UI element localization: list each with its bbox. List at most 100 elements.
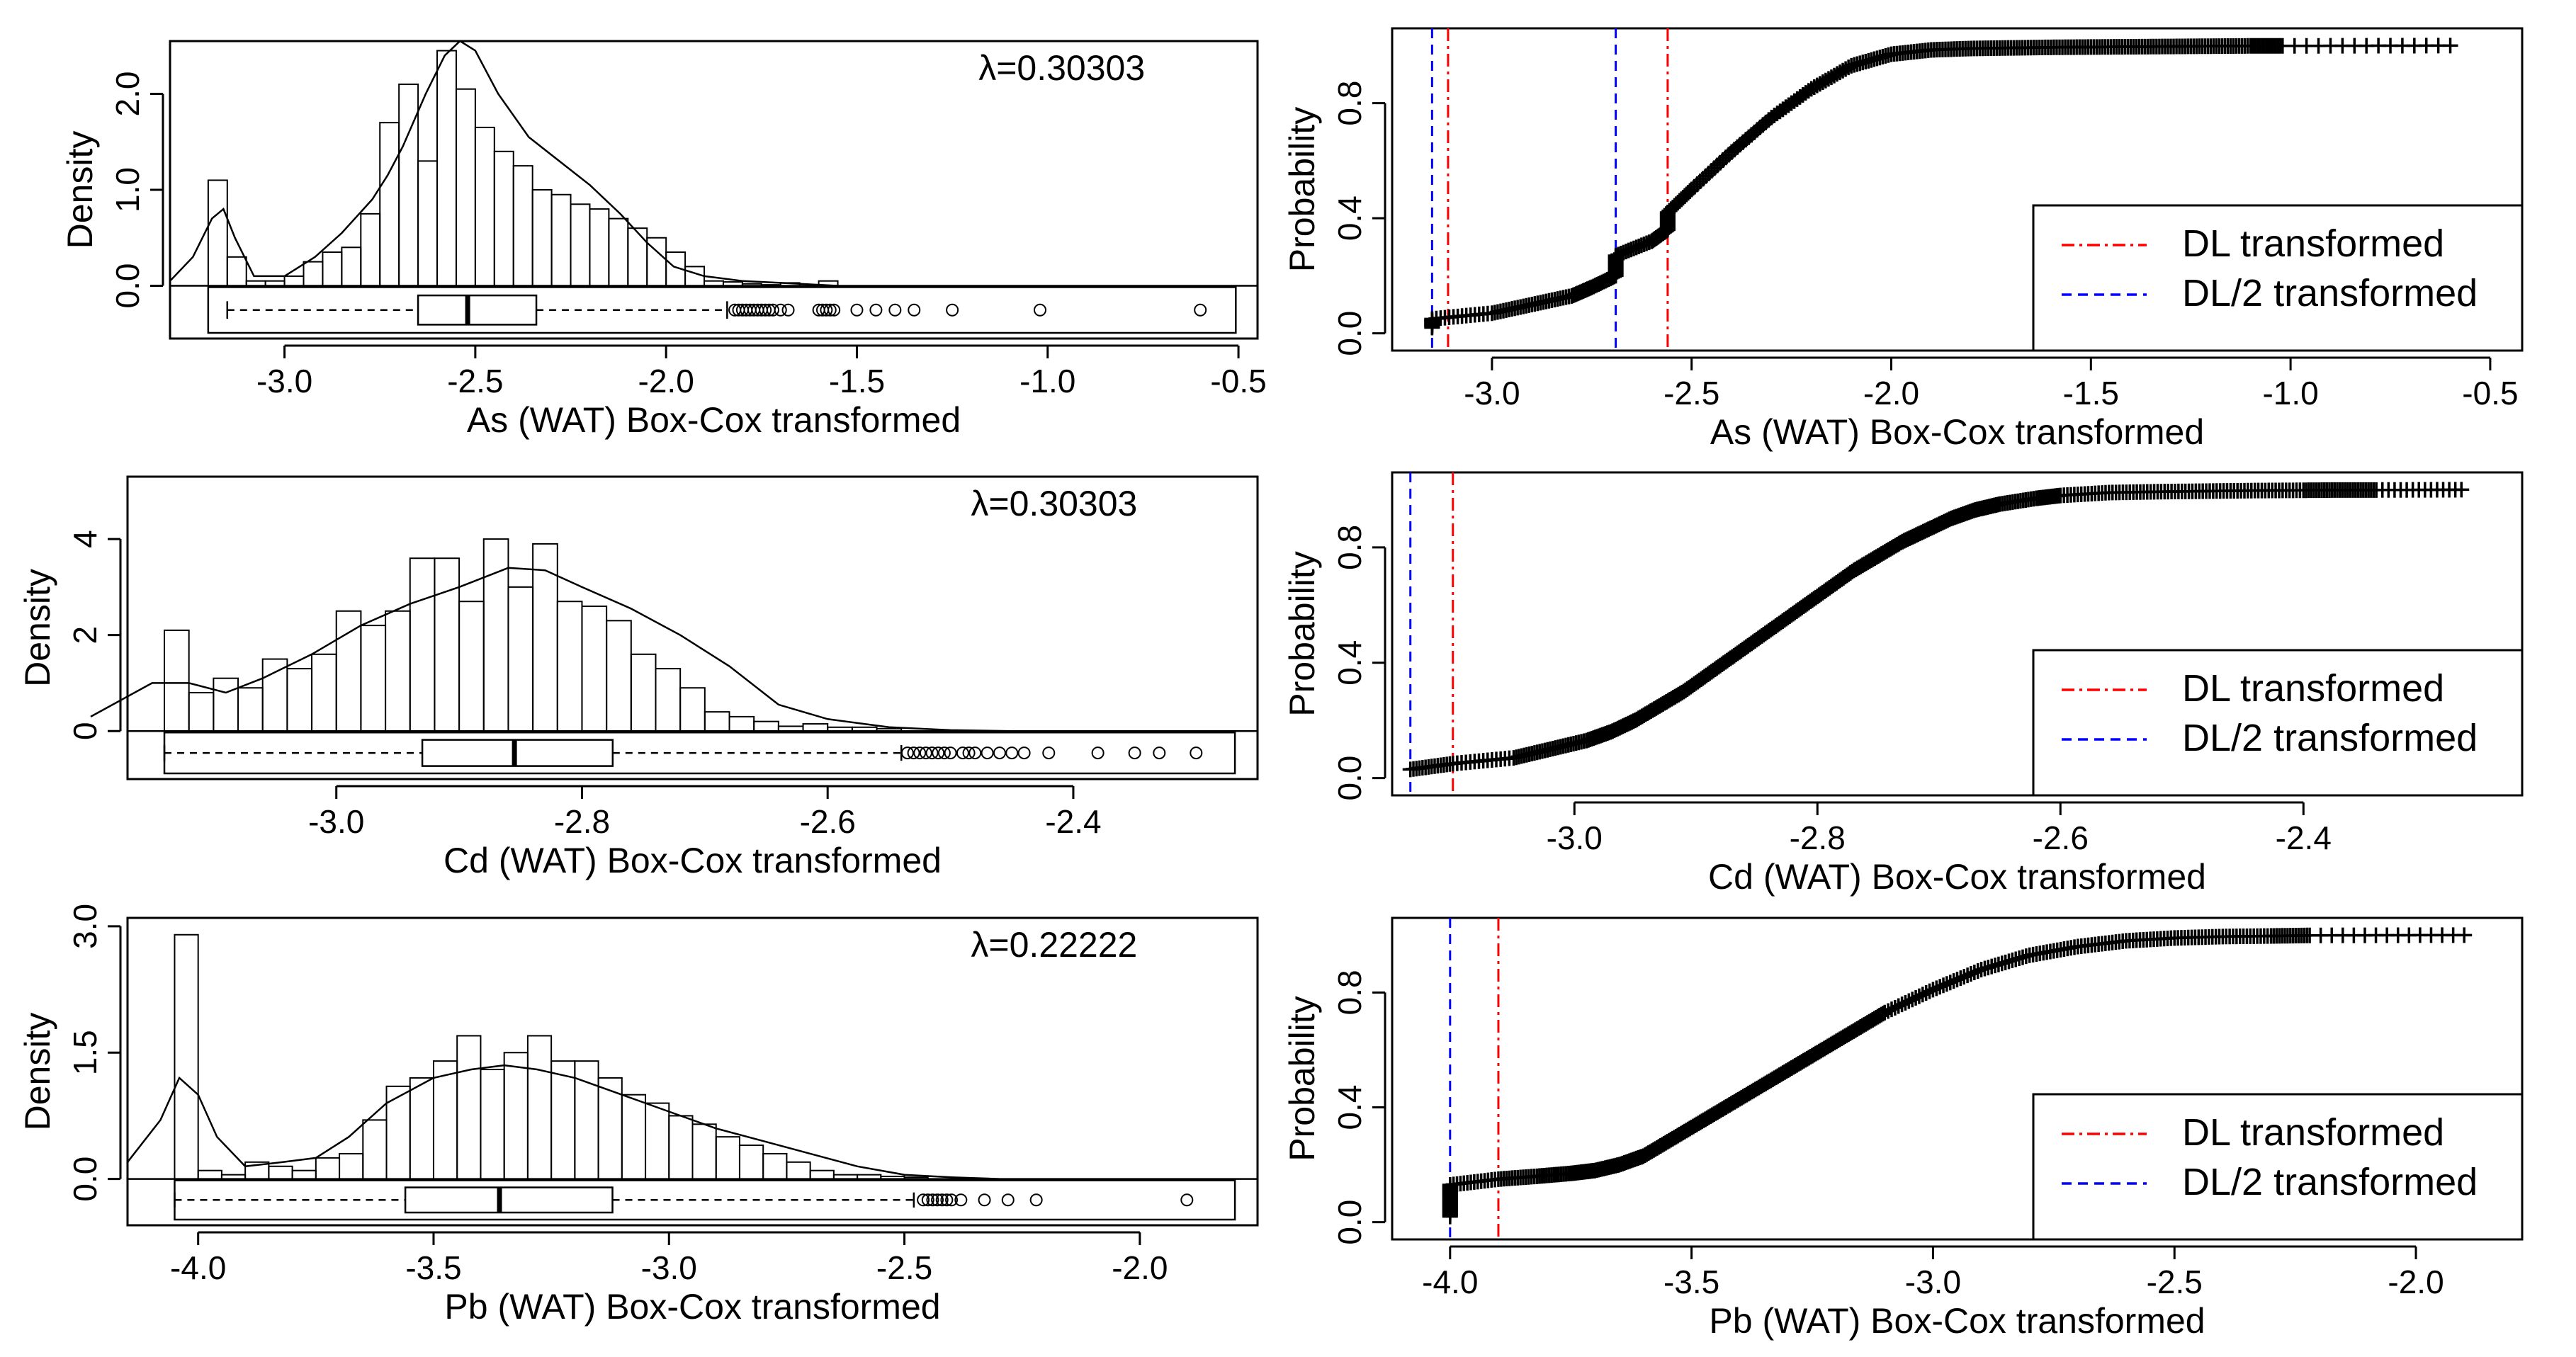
boxplot-outlier xyxy=(1194,303,1207,317)
x-tick-label: -3.5 xyxy=(1663,1264,1719,1300)
boxplot-outlier xyxy=(956,746,969,760)
panel-as-hist: -3.0 -2.5 -2.0 -1.5 -1.0 -0.5 As (WAT) Box-Cox… xyxy=(60,40,1267,440)
boxplot-outlier xyxy=(888,303,902,317)
y-tick-label: 0.0 xyxy=(1331,756,1368,801)
boxplot-outlier xyxy=(978,1193,991,1207)
boxplot-outlier xyxy=(827,303,841,317)
cdf-point xyxy=(1956,969,1972,985)
histogram-bar xyxy=(493,150,514,287)
boxplot-outlier xyxy=(937,746,951,760)
histogram-bar xyxy=(608,217,629,287)
histogram-bar xyxy=(261,658,288,732)
histogram-bar xyxy=(213,677,239,732)
cdf-point xyxy=(1887,999,1903,1016)
boxplot-outlier xyxy=(962,746,976,760)
boxplot-outlier xyxy=(968,746,982,760)
cdf-point xyxy=(1960,967,1976,984)
y-tick-label: 2.0 xyxy=(109,72,146,117)
cdf-point xyxy=(1877,1004,1893,1021)
histogram-bar xyxy=(645,1102,670,1180)
panel-cd-cdf: -3.0 -2.8 -2.6 -2.4 Cd (WAT) Box-Cox transfo… xyxy=(1282,471,2524,897)
histogram-bar xyxy=(417,160,439,287)
cdf-point xyxy=(2456,927,2473,943)
boxplot-outlier xyxy=(1042,746,1056,760)
legend-box xyxy=(2032,1093,2524,1241)
cdf-point xyxy=(1908,989,1924,1006)
legend-box xyxy=(2032,649,2524,797)
histogram-bar xyxy=(753,720,779,732)
histogram-bar xyxy=(507,586,534,732)
cdf-point xyxy=(1970,963,1986,979)
boxplot-outlier xyxy=(993,746,1006,760)
y-axis-label: Probability xyxy=(1282,551,1322,716)
histogram-bar xyxy=(315,1157,341,1180)
cdf-point xyxy=(1966,965,1982,981)
boxplot-outlier xyxy=(925,746,939,760)
histogram-bar xyxy=(360,212,381,287)
histogram-bar xyxy=(291,1169,317,1180)
x-tick-label: -1.0 xyxy=(1019,363,1075,399)
y-axis-label: Density xyxy=(18,1013,57,1131)
y-tick-label: 0 xyxy=(67,722,103,740)
boxplot-outlier xyxy=(932,746,945,760)
x-tick-label: -2.5 xyxy=(447,363,503,399)
x-tick-label: -2.5 xyxy=(1663,375,1719,411)
boxplot-frame xyxy=(207,286,1237,334)
histogram-bar xyxy=(379,122,400,287)
histogram-bar xyxy=(691,1123,717,1180)
histogram-bar xyxy=(503,1052,529,1180)
histogram-bar xyxy=(432,1060,458,1180)
x-tick-label: -2.8 xyxy=(1790,819,1846,856)
histogram-bar xyxy=(480,1069,505,1180)
boxplot-box xyxy=(421,739,614,767)
plot-frame xyxy=(1391,471,2524,797)
boxplot-outlier xyxy=(820,303,833,317)
density-curve xyxy=(169,40,838,287)
histogram-bar xyxy=(482,538,509,732)
boxplot-outlier xyxy=(946,303,959,317)
plot-frame xyxy=(1391,27,2524,352)
cdf-point xyxy=(1890,998,1906,1014)
cdf-point xyxy=(1938,976,1955,992)
x-tick-label: -3.0 xyxy=(308,803,364,840)
y-axis-label: Density xyxy=(18,569,57,687)
cdf-point xyxy=(1928,980,1945,997)
x-tick-label: -3.0 xyxy=(256,363,312,399)
legend-dl-label: DL transformed xyxy=(2182,1111,2444,1154)
histogram-bar xyxy=(715,1136,740,1180)
histogram-bar xyxy=(589,208,610,287)
x-tick-label: -2.4 xyxy=(2276,819,2332,856)
x-tick-label: -3.0 xyxy=(1464,375,1520,411)
x-tick-label: -0.5 xyxy=(1210,363,1266,399)
boxplot-outlier xyxy=(1017,746,1031,760)
histogram-bar xyxy=(311,653,337,732)
y-tick-label: 2 xyxy=(67,626,103,645)
y-tick-label: 1.0 xyxy=(109,167,146,212)
x-tick-label: -2.5 xyxy=(876,1249,932,1286)
boxplot-outlier xyxy=(917,1193,930,1207)
histogram-bar xyxy=(556,601,583,732)
cdf-point xyxy=(1880,1003,1897,1019)
legend-dl-half-label: DL/2 transformed xyxy=(2182,717,2478,759)
boxplot-outlier xyxy=(781,303,795,317)
boxplot-outlier xyxy=(1001,1193,1015,1207)
cdf-point xyxy=(1914,987,1931,1003)
histogram-bar xyxy=(436,50,457,287)
boxplot-outlier xyxy=(931,1193,944,1207)
histogram-bar xyxy=(532,543,558,732)
plot-frame xyxy=(126,475,1259,780)
y-axis-label: Probability xyxy=(1282,107,1322,272)
cdf-point xyxy=(1901,993,1917,1009)
plot-frame xyxy=(169,40,1259,340)
boxplot-outlier xyxy=(759,303,772,317)
histogram-bar xyxy=(474,126,495,287)
lambda-annotation: λ=0.30303 xyxy=(978,48,1145,88)
cdf-point xyxy=(1936,977,1952,994)
boxplot-outlier xyxy=(954,1193,968,1207)
cdf-point xyxy=(1945,973,1962,989)
histogram-bar xyxy=(738,1145,764,1180)
cdf-point xyxy=(1883,1001,1899,1018)
y-tick-label: 0.0 xyxy=(67,1157,103,1202)
histogram-bar xyxy=(550,1060,576,1180)
boxplot-outlier xyxy=(1029,1193,1043,1207)
